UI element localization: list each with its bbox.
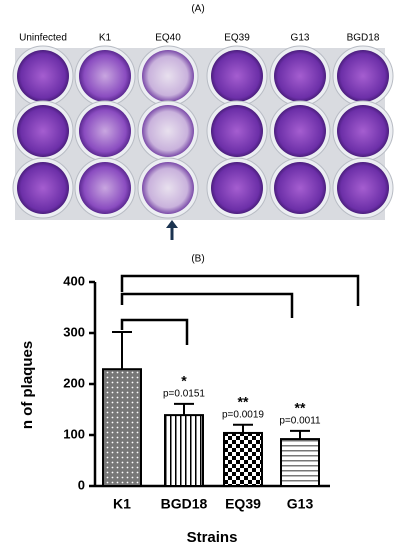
column-label: Uninfected (19, 33, 67, 44)
p-value: p=0.0011 (279, 416, 321, 427)
bracket (120, 318, 189, 345)
bar (223, 431, 263, 487)
well (142, 162, 194, 214)
bracket (120, 292, 294, 318)
well (79, 105, 131, 157)
column-label: G13 (291, 33, 310, 44)
x-axis-label: Strains (187, 529, 238, 546)
column-label: EQ39 (224, 33, 250, 44)
y-tick-label: 0 (78, 477, 85, 492)
well (17, 50, 69, 102)
well (79, 162, 131, 214)
bar (164, 414, 204, 487)
bracket (120, 274, 360, 306)
x-tick-label: G13 (287, 496, 314, 512)
x-tick-label: K1 (113, 496, 131, 512)
column-label: BGD18 (347, 33, 380, 44)
bar (102, 368, 142, 487)
x-tick-label: BGD18 (161, 496, 208, 512)
column-label: K1 (99, 33, 112, 44)
well (337, 50, 389, 102)
y-tick-label: 300 (63, 324, 85, 339)
well (211, 162, 263, 214)
significance-stars: * (181, 373, 187, 389)
y-tick-label: 200 (63, 375, 85, 390)
panel-label: (A) (191, 4, 204, 15)
significance-stars: ** (295, 400, 306, 416)
well (17, 105, 69, 157)
well (211, 50, 263, 102)
well (274, 105, 326, 157)
arrow-head (166, 220, 178, 228)
well (142, 50, 194, 102)
y-tick-label: 100 (63, 426, 85, 441)
x-tick-label: EQ39 (225, 496, 261, 512)
well (211, 105, 263, 157)
well (274, 162, 326, 214)
y-tick-label: 400 (63, 273, 85, 288)
well (17, 162, 69, 214)
y-axis-label: n of plaques (19, 341, 36, 429)
well (79, 50, 131, 102)
well (142, 105, 194, 157)
chart-title: (B) (191, 254, 204, 265)
significance-brackets (120, 274, 360, 345)
column-label: EQ40 (155, 33, 181, 44)
bar (280, 438, 320, 487)
well (274, 50, 326, 102)
well (337, 162, 389, 214)
well (337, 105, 389, 157)
p-value: p=0.0151 (163, 389, 205, 400)
significance-stars: ** (238, 394, 249, 410)
wells (12, 45, 394, 219)
p-value: p=0.0019 (222, 409, 264, 420)
